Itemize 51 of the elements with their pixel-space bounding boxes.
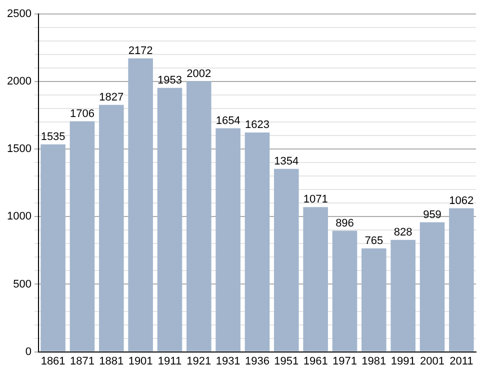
x-tick-label: 1901 bbox=[128, 355, 153, 368]
x-tick-label: 1921 bbox=[186, 355, 212, 368]
y-tick-label: 1500 bbox=[6, 143, 32, 156]
x-tick-label: 1936 bbox=[244, 355, 270, 368]
y-tick-label: 0 bbox=[25, 346, 32, 358]
data-label: 1535 bbox=[40, 130, 66, 143]
bar bbox=[40, 144, 66, 352]
x-tick-label: 1861 bbox=[40, 355, 66, 368]
bar bbox=[186, 81, 212, 352]
data-label: 959 bbox=[423, 208, 442, 221]
bar bbox=[157, 88, 182, 352]
bar bbox=[98, 104, 124, 352]
data-label: 896 bbox=[336, 217, 354, 230]
data-label: 1354 bbox=[274, 155, 299, 168]
y-tick-label: 500 bbox=[13, 278, 32, 290]
data-label: 2002 bbox=[186, 68, 212, 80]
y-tick-label: 1000 bbox=[6, 210, 32, 223]
bar bbox=[274, 168, 299, 352]
x-tick-label: 1991 bbox=[390, 355, 416, 368]
data-label: 1706 bbox=[70, 108, 94, 120]
x-tick-label: 1881 bbox=[99, 355, 124, 368]
bar bbox=[420, 222, 445, 352]
x-tick-label: 1981 bbox=[362, 355, 386, 368]
bar bbox=[244, 132, 270, 352]
x-tick-label: 2011 bbox=[450, 355, 474, 368]
x-tick-label: 1911 bbox=[158, 355, 182, 368]
bar bbox=[128, 58, 153, 352]
data-label: 1827 bbox=[99, 91, 124, 104]
data-label: 1953 bbox=[157, 74, 182, 86]
x-tick-label: 1871 bbox=[70, 355, 94, 368]
x-tick-label: 2001 bbox=[420, 355, 444, 368]
x-tick-label: 1961 bbox=[303, 355, 328, 368]
bar bbox=[449, 208, 474, 352]
y-tick-label: 2500 bbox=[6, 8, 32, 20]
data-label: 1062 bbox=[449, 194, 474, 207]
data-label: 1071 bbox=[303, 194, 328, 206]
x-tick-label: 1951 bbox=[274, 355, 299, 368]
bar bbox=[216, 128, 240, 352]
data-label: 1623 bbox=[244, 119, 270, 132]
bar bbox=[362, 248, 386, 352]
bar bbox=[303, 207, 328, 352]
data-label: 765 bbox=[364, 234, 384, 247]
y-tick-label: 2000 bbox=[6, 76, 32, 88]
x-tick-label: 1931 bbox=[216, 355, 240, 368]
data-label: 828 bbox=[394, 226, 412, 238]
data-label: 2172 bbox=[128, 44, 153, 57]
bar bbox=[332, 230, 358, 352]
bar bbox=[390, 240, 416, 352]
bar bbox=[70, 121, 95, 352]
data-label: 1654 bbox=[216, 114, 240, 127]
x-tick-label: 1971 bbox=[332, 355, 357, 368]
